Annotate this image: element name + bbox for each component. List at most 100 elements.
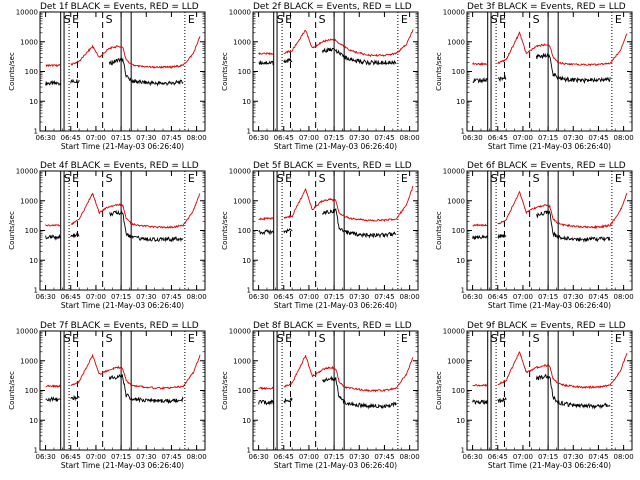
series-line-lld bbox=[258, 29, 414, 58]
x-tick-label: 06:30 bbox=[35, 134, 55, 142]
x-tick-label: 07:45 bbox=[161, 293, 181, 301]
y-tick-label: 100 bbox=[238, 68, 251, 76]
x-axis-label: Start Time (21-May-03 06:26:40) bbox=[274, 142, 397, 151]
x-axis-label: Start Time (21-May-03 06:26:40) bbox=[488, 301, 611, 310]
y-tick-label: 1000 bbox=[233, 197, 251, 205]
annotation-label: E bbox=[401, 172, 408, 185]
y-tick-label: 1 bbox=[247, 287, 251, 295]
x-axis-label: Start Time (21-May-03 06:26:40) bbox=[488, 142, 611, 151]
y-tick-label: 1 bbox=[34, 287, 38, 295]
x-tick-label: 07:45 bbox=[374, 293, 394, 301]
y-tick-label: 10000 bbox=[443, 328, 465, 336]
annotation-label: E bbox=[499, 172, 506, 185]
x-tick-label: 06:30 bbox=[462, 453, 482, 461]
x-tick-label: 06:45 bbox=[274, 134, 294, 142]
plot-frame bbox=[39, 170, 206, 291]
plot-frame bbox=[466, 330, 633, 451]
x-tick-label: 07:15 bbox=[324, 453, 344, 461]
x-tick-label: 07:00 bbox=[86, 134, 106, 142]
annotation-label: S bbox=[319, 332, 326, 345]
annotation-label: E bbox=[499, 13, 506, 26]
panel-title: Det 1f BLACK = Events, RED = LLD bbox=[40, 2, 199, 12]
y-tick-label: 10000 bbox=[16, 9, 38, 17]
annotation-label: S bbox=[491, 13, 498, 26]
x-tick-label: 07:45 bbox=[588, 453, 608, 461]
x-tick-label: 08:00 bbox=[187, 293, 207, 301]
y-tick-label: 1000 bbox=[20, 197, 38, 205]
y-tick-label: 1 bbox=[34, 128, 38, 136]
x-tick-label: 07:45 bbox=[374, 453, 394, 461]
annotation-label: E bbox=[285, 172, 292, 185]
x-tick-label: 07:00 bbox=[513, 134, 533, 142]
panel-det-5: Det 5f BLACK = Events, RED = LLD 1 10 100 10… bbox=[221, 161, 420, 310]
x-tick-label: 07:30 bbox=[349, 293, 369, 301]
x-tick-label: 07:00 bbox=[299, 293, 319, 301]
x-tick-label: 07:45 bbox=[161, 453, 181, 461]
x-tick-label: 06:45 bbox=[274, 293, 294, 301]
y-tick-label: 1 bbox=[461, 128, 465, 136]
x-tick-label: 06:30 bbox=[462, 134, 482, 142]
annotation-label: E bbox=[615, 172, 622, 185]
plot-frame bbox=[252, 11, 419, 132]
plot-frame bbox=[466, 170, 633, 291]
x-tick-label: 08:00 bbox=[400, 293, 420, 301]
annotation-label: S bbox=[64, 332, 71, 345]
x-tick-label: 07:00 bbox=[86, 453, 106, 461]
panel-det-4: Det 4f BLACK = Events, RED = LLD 1 10 100 10… bbox=[8, 161, 207, 310]
x-tick-label: 07:45 bbox=[161, 134, 181, 142]
x-tick-label: 06:45 bbox=[61, 453, 81, 461]
y-tick-label: 1 bbox=[461, 447, 465, 455]
y-axis-label: Counts/sec bbox=[435, 371, 443, 410]
x-tick-label: 07:30 bbox=[563, 293, 583, 301]
x-tick-label: 06:30 bbox=[248, 453, 268, 461]
x-axis-label: Start Time (21-May-03 06:26:40) bbox=[61, 142, 184, 151]
annotation-label: E bbox=[401, 332, 408, 345]
panel-title: Det 9f BLACK = Events, RED = LLD bbox=[467, 321, 626, 331]
y-tick-label: 10000 bbox=[443, 9, 465, 17]
x-tick-label: 08:00 bbox=[187, 134, 207, 142]
y-tick-label: 100 bbox=[452, 227, 465, 235]
y-axis-label: Counts/sec bbox=[221, 52, 229, 91]
x-axis-label: Start Time (21-May-03 06:26:40) bbox=[61, 461, 184, 470]
annotation-label: S bbox=[491, 332, 498, 345]
series-line-events bbox=[472, 374, 611, 410]
panel-title: Det 7f BLACK = Events, RED = LLD bbox=[40, 321, 199, 331]
x-tick-label: 07:00 bbox=[299, 134, 319, 142]
y-tick-label: 10 bbox=[456, 257, 465, 265]
series-line-events bbox=[45, 374, 184, 405]
y-tick-label: 10000 bbox=[16, 328, 38, 336]
panel-title: Det 5f BLACK = Events, RED = LLD bbox=[253, 161, 412, 171]
series-line-lld bbox=[258, 355, 414, 393]
panel-det-1: Det 1f BLACK = Events, RED = LLD 1 10 100 10… bbox=[8, 2, 207, 151]
x-tick-label: 07:00 bbox=[513, 453, 533, 461]
y-tick-label: 1000 bbox=[233, 38, 251, 46]
y-tick-label: 10 bbox=[29, 417, 38, 425]
x-tick-label: 07:45 bbox=[374, 134, 394, 142]
series-line-lld bbox=[45, 36, 201, 69]
panel-title: Det 4f BLACK = Events, RED = LLD bbox=[40, 161, 199, 171]
y-tick-label: 10 bbox=[29, 98, 38, 106]
y-tick-label: 100 bbox=[25, 68, 38, 76]
x-tick-label: 06:45 bbox=[274, 453, 294, 461]
annotation-label: E bbox=[499, 332, 506, 345]
x-tick-label: 08:00 bbox=[400, 453, 420, 461]
y-tick-label: 1000 bbox=[447, 357, 465, 365]
annotation-label: S bbox=[491, 172, 498, 185]
plot-frame bbox=[252, 170, 419, 291]
panel-title: Det 8f BLACK = Events, RED = LLD bbox=[253, 321, 412, 331]
x-tick-label: 08:00 bbox=[614, 293, 634, 301]
x-tick-label: 07:00 bbox=[86, 293, 106, 301]
x-tick-label: 07:30 bbox=[136, 134, 156, 142]
panel-title: Det 3f BLACK = Events, RED = LLD bbox=[467, 2, 626, 12]
x-tick-label: 06:45 bbox=[488, 293, 508, 301]
y-tick-label: 10000 bbox=[229, 328, 251, 336]
series-line-lld bbox=[45, 192, 201, 229]
panel-det-9: Det 9f BLACK = Events, RED = LLD 1 10 100 10… bbox=[435, 321, 634, 470]
x-tick-label: 06:30 bbox=[462, 293, 482, 301]
y-tick-label: 10000 bbox=[229, 9, 251, 17]
x-tick-label: 07:30 bbox=[136, 293, 156, 301]
y-tick-label: 1000 bbox=[447, 197, 465, 205]
annotation-label: E bbox=[72, 13, 79, 26]
annotation-label: S bbox=[533, 332, 540, 345]
